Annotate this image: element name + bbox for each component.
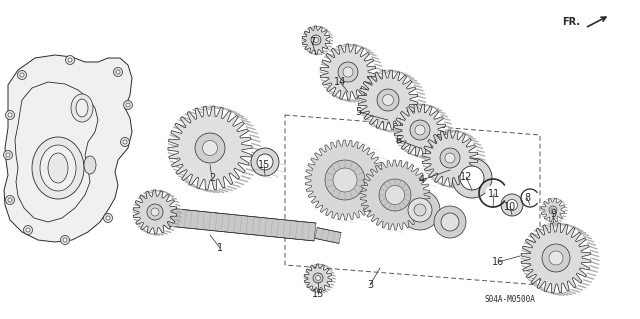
Ellipse shape bbox=[48, 153, 68, 183]
Circle shape bbox=[251, 148, 279, 176]
Circle shape bbox=[434, 206, 466, 238]
Polygon shape bbox=[302, 26, 330, 54]
Polygon shape bbox=[320, 44, 376, 100]
Circle shape bbox=[6, 196, 15, 204]
Text: 2: 2 bbox=[209, 173, 215, 183]
Circle shape bbox=[24, 226, 33, 234]
Polygon shape bbox=[147, 206, 316, 241]
Circle shape bbox=[8, 113, 12, 117]
Text: 3: 3 bbox=[367, 280, 373, 290]
Circle shape bbox=[311, 35, 321, 45]
Circle shape bbox=[383, 94, 394, 106]
Circle shape bbox=[106, 216, 110, 220]
Circle shape bbox=[65, 56, 74, 64]
Circle shape bbox=[460, 166, 484, 190]
Circle shape bbox=[8, 198, 12, 202]
Circle shape bbox=[61, 235, 70, 244]
Polygon shape bbox=[304, 264, 332, 292]
Ellipse shape bbox=[84, 156, 96, 174]
Circle shape bbox=[485, 185, 500, 201]
Circle shape bbox=[506, 199, 518, 211]
Circle shape bbox=[549, 251, 563, 265]
Text: 12: 12 bbox=[460, 172, 472, 182]
Circle shape bbox=[63, 238, 67, 242]
Circle shape bbox=[316, 276, 321, 280]
Circle shape bbox=[17, 70, 26, 79]
Ellipse shape bbox=[40, 145, 76, 191]
Text: 15: 15 bbox=[258, 160, 270, 170]
Text: FR.: FR. bbox=[562, 17, 580, 27]
Circle shape bbox=[452, 158, 492, 198]
Text: 8: 8 bbox=[524, 193, 530, 203]
Circle shape bbox=[542, 244, 570, 272]
Circle shape bbox=[120, 137, 129, 146]
Circle shape bbox=[525, 193, 535, 203]
Polygon shape bbox=[168, 106, 252, 190]
Circle shape bbox=[440, 148, 460, 168]
Text: S04A-M0500A: S04A-M0500A bbox=[484, 295, 536, 305]
Text: 11: 11 bbox=[488, 189, 500, 199]
Circle shape bbox=[415, 125, 425, 135]
Text: 4: 4 bbox=[419, 175, 425, 185]
Polygon shape bbox=[521, 223, 591, 293]
Circle shape bbox=[104, 213, 113, 222]
Ellipse shape bbox=[76, 99, 88, 117]
Text: 16: 16 bbox=[492, 257, 504, 267]
Circle shape bbox=[445, 153, 455, 163]
Circle shape bbox=[338, 62, 358, 82]
Circle shape bbox=[151, 208, 159, 216]
Circle shape bbox=[314, 38, 319, 42]
Polygon shape bbox=[358, 70, 418, 130]
Circle shape bbox=[147, 204, 163, 220]
Polygon shape bbox=[315, 228, 341, 243]
Circle shape bbox=[379, 179, 411, 211]
Text: 10: 10 bbox=[504, 202, 516, 212]
Circle shape bbox=[3, 151, 13, 160]
Circle shape bbox=[124, 100, 132, 109]
Circle shape bbox=[313, 273, 323, 283]
Ellipse shape bbox=[71, 94, 93, 122]
Polygon shape bbox=[360, 160, 430, 230]
Circle shape bbox=[6, 153, 10, 157]
Circle shape bbox=[325, 160, 365, 200]
Text: 9: 9 bbox=[550, 209, 556, 219]
Polygon shape bbox=[4, 55, 132, 242]
Text: 5: 5 bbox=[355, 107, 361, 117]
Circle shape bbox=[410, 120, 430, 140]
Polygon shape bbox=[305, 140, 385, 220]
Circle shape bbox=[195, 133, 225, 163]
Polygon shape bbox=[394, 104, 446, 156]
Text: 6: 6 bbox=[395, 135, 401, 145]
Ellipse shape bbox=[32, 137, 84, 199]
Circle shape bbox=[385, 185, 404, 204]
Circle shape bbox=[116, 70, 120, 74]
Circle shape bbox=[441, 213, 459, 231]
Circle shape bbox=[26, 228, 30, 232]
Circle shape bbox=[123, 140, 127, 144]
Circle shape bbox=[333, 168, 357, 192]
Circle shape bbox=[257, 154, 273, 170]
Text: 14: 14 bbox=[334, 77, 346, 87]
Circle shape bbox=[549, 206, 557, 214]
Circle shape bbox=[68, 58, 72, 62]
Circle shape bbox=[400, 190, 440, 230]
Circle shape bbox=[501, 194, 523, 216]
Text: 1: 1 bbox=[217, 243, 223, 253]
Circle shape bbox=[202, 140, 218, 155]
Circle shape bbox=[126, 103, 130, 107]
Text: 13: 13 bbox=[312, 289, 324, 299]
Circle shape bbox=[551, 208, 555, 212]
Circle shape bbox=[20, 73, 24, 77]
Circle shape bbox=[377, 89, 399, 111]
Text: 7: 7 bbox=[309, 37, 315, 47]
Circle shape bbox=[408, 198, 432, 222]
Polygon shape bbox=[133, 190, 177, 234]
Circle shape bbox=[113, 68, 122, 77]
Polygon shape bbox=[541, 198, 565, 222]
Circle shape bbox=[343, 67, 353, 77]
Circle shape bbox=[414, 204, 426, 216]
Polygon shape bbox=[422, 130, 478, 186]
Circle shape bbox=[6, 110, 15, 120]
